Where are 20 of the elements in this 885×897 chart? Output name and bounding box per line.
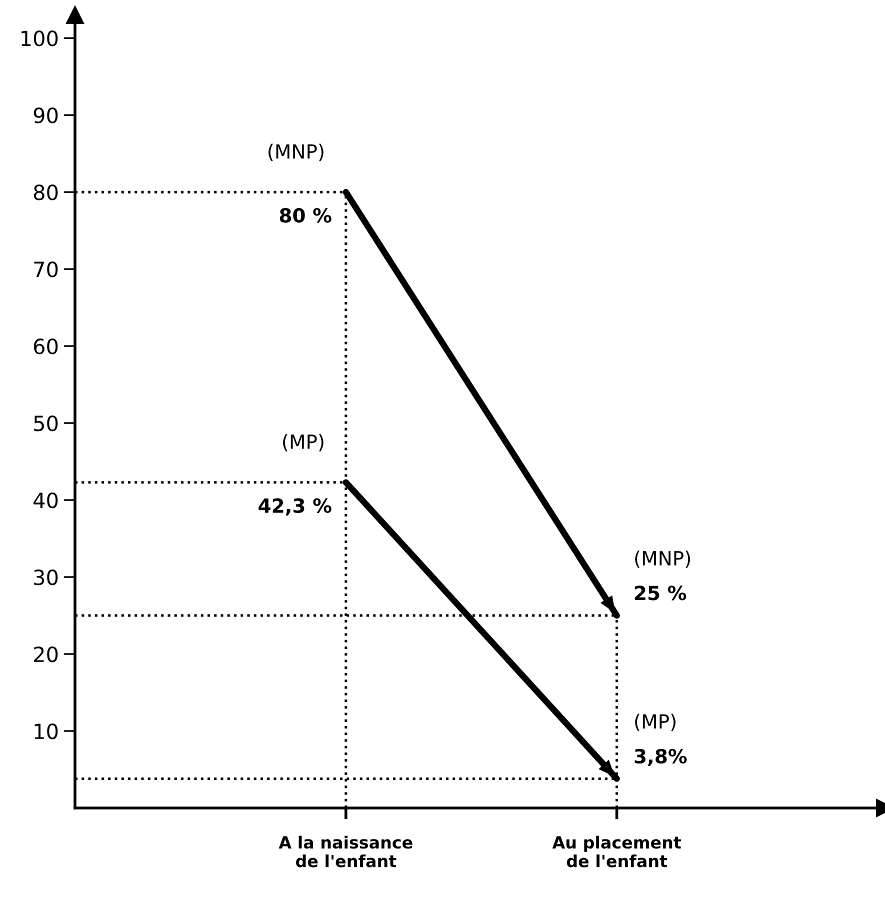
- x-tick-label: Au placement de l'enfant: [552, 836, 681, 868]
- y-tick-label: 70: [34, 262, 58, 278]
- y-tick-label: 90: [34, 108, 58, 124]
- y-tick-label: 40: [34, 492, 58, 508]
- data-label: 80 %: [280, 208, 332, 223]
- data-label: 3,8%: [634, 748, 687, 766]
- series-label: (MNP): [268, 144, 324, 162]
- y-tick-label: 30: [34, 569, 58, 586]
- data-label: 25 %: [635, 586, 686, 600]
- y-tick-label: 80: [34, 184, 58, 200]
- text: (MNP): [635, 550, 690, 568]
- y-tick-label: 100: [22, 30, 58, 46]
- y-tick-label: 10: [34, 723, 58, 740]
- y-tick-label: 60: [34, 338, 58, 354]
- data-label: 42,3 %: [258, 498, 332, 516]
- y-tick-label: 50: [34, 416, 58, 432]
- series-label: (MP): [283, 434, 324, 452]
- text: (MP): [635, 714, 676, 732]
- x-tick-label: A la naissance de l'enfant: [278, 836, 412, 868]
- y-tick-label: 20: [34, 646, 58, 662]
